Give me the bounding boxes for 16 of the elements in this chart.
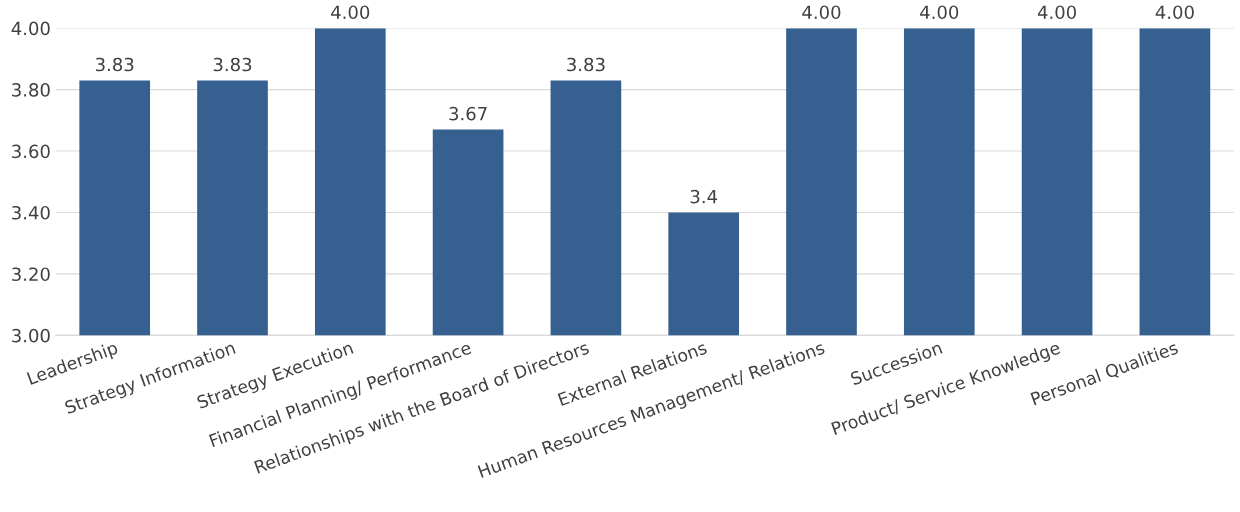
y-tick-label: 3.80 <box>12 83 50 97</box>
y-tick-label: 3.00 <box>12 328 50 343</box>
data-label: 4.00 <box>1155 5 1194 20</box>
data-label: 4.00 <box>802 5 841 20</box>
y-tick-label: 4.00 <box>11 21 50 36</box>
data-label: 3.83 <box>213 57 252 72</box>
data-label: 3.67 <box>449 106 487 121</box>
data-label: 4.00 <box>331 5 370 20</box>
data-label: 3.4 <box>690 189 718 204</box>
y-tick-label: 3.40 <box>12 205 50 220</box>
data-label: 3.83 <box>567 57 605 72</box>
data-label: 4.00 <box>1037 5 1076 20</box>
y-tick-label: 3.20 <box>12 267 50 282</box>
data-label: 3.83 <box>95 57 134 72</box>
data-label: 4.00 <box>920 5 959 20</box>
y-tick-label: 3.60 <box>12 144 50 159</box>
